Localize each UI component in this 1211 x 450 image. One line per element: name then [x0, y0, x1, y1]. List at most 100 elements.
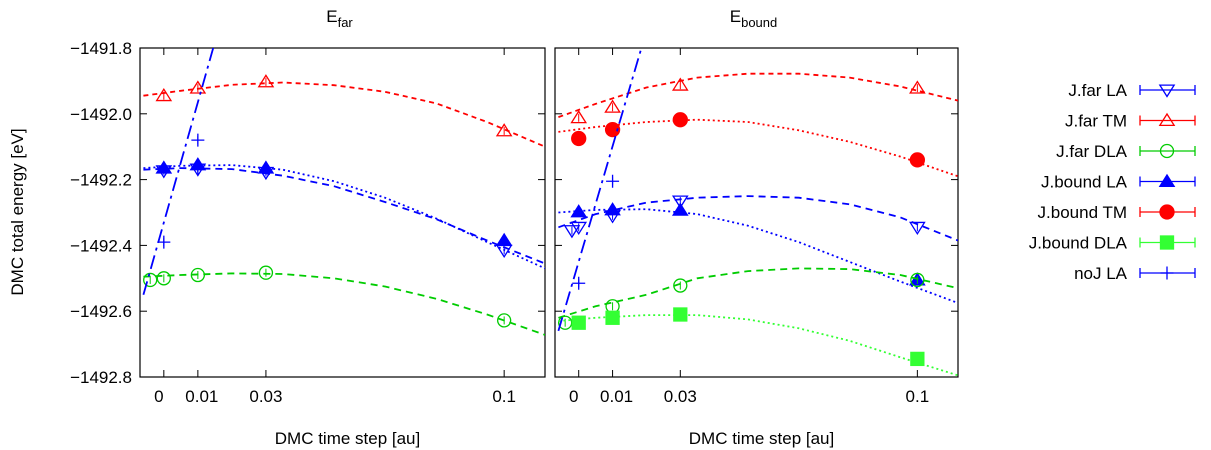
data-point-jfar_tm	[604, 99, 621, 113]
fit-curve-noj_la	[557, 48, 643, 332]
panel-1: −1491.8 −1492.0 −1492.2 −1492.4 −1492.6 −1492…	[70, 7, 546, 448]
x-tick-label: 0.1	[906, 387, 930, 406]
data-point-jbound_la	[604, 202, 621, 216]
data-point-jbound_dla	[571, 315, 586, 330]
data-point-jfar_tm	[671, 77, 689, 91]
data-point-jfar_dla	[497, 313, 512, 328]
data-point-jbound_tm	[571, 130, 587, 147]
legend: J.far LA J.far TM J.far DLA J.bound LA J.bou…	[1029, 81, 1196, 283]
legend-label: J.far DLA	[1056, 142, 1128, 161]
data-point-jbound_dla	[910, 351, 925, 367]
fit-curve-jfar_dla	[143, 272, 545, 336]
x-tick-label: 0.1	[492, 387, 516, 406]
y-tick-label: −1492.0	[70, 105, 132, 124]
data-point-jfar_dla	[673, 278, 688, 293]
legend-label: J.bound TM	[1038, 203, 1127, 222]
data-point-jfar_la	[671, 195, 689, 209]
data-point-jfar_tm	[189, 80, 207, 94]
panel-title-subscript: far	[338, 15, 354, 30]
data-point-jfar_dla	[143, 272, 158, 288]
data-point-jbound_la	[155, 160, 173, 174]
series-group	[557, 48, 958, 377]
data-point-jfar_la	[563, 225, 581, 239]
data-point-jbound_la	[570, 204, 588, 218]
data-point-jbound_tm	[909, 152, 926, 168]
panel-title-subscript: bound	[741, 15, 777, 30]
y-tick-label: −1492.2	[70, 171, 132, 190]
data-point-jfar_tm	[257, 74, 275, 88]
data-point-jbound_tm	[672, 112, 688, 128]
data-point-jbound_la	[671, 202, 689, 216]
legend-entry: J.far DLA	[1056, 142, 1196, 161]
data-point-jfar_dla	[190, 267, 206, 283]
legend-marker	[1158, 173, 1176, 188]
data-point-jfar_la	[909, 221, 926, 236]
legend-marker	[1159, 204, 1175, 220]
x-tick-label: 0	[154, 387, 163, 406]
legend-entry: J.bound DLA	[1029, 234, 1196, 253]
data-point-jfar_tm	[155, 87, 173, 102]
data-point-noj_la	[572, 276, 586, 290]
data-point-jfar_tm	[909, 80, 926, 94]
legend-label: J.bound LA	[1041, 173, 1128, 192]
legend-label: noJ LA	[1074, 264, 1128, 283]
legend-marker	[1158, 84, 1176, 98]
legend-entry: J.bound LA	[1041, 173, 1196, 192]
legend-marker	[1160, 266, 1174, 280]
fit-curve-jfar_la	[143, 167, 545, 265]
fit-curve-noj_la	[142, 48, 215, 296]
data-point-jfar_dla	[156, 271, 171, 286]
data-point-jbound_la	[257, 160, 275, 174]
chart-layer: −1491.8 −1492.0 −1492.2 −1492.4 −1492.6 −1492…	[8, 7, 959, 448]
data-point-jbound_dla	[605, 310, 620, 325]
data-point-jfar_tm	[495, 123, 513, 137]
y-axis-label: DMC total energy [eV]	[8, 128, 27, 295]
legend-marker	[1158, 112, 1176, 127]
legend-label: J.far TM	[1065, 112, 1127, 131]
data-point-noj_la	[191, 161, 205, 175]
data-point-noj_la	[606, 174, 620, 188]
x-tick-label: 0.01	[600, 387, 633, 406]
legend-marker	[1159, 235, 1175, 250]
legend-entry: J.far TM	[1065, 112, 1196, 131]
fit-curve-jbound_tm	[558, 118, 958, 178]
panel-title: Ebound	[730, 7, 778, 30]
panel-title: Efar	[326, 7, 353, 30]
data-point-jfar_la	[570, 221, 588, 236]
x-axis-label: DMC time step [au]	[275, 429, 421, 448]
fit-curve-jfar_dla	[558, 267, 958, 319]
legend-entry: J.far LA	[1068, 81, 1196, 100]
fit-curve-jfar_tm	[143, 81, 545, 148]
y-tick-label: −1492.4	[70, 236, 132, 255]
y-tick-label: −1492.8	[70, 368, 132, 387]
legend-marker	[1159, 143, 1175, 159]
y-tick-label: −1492.6	[70, 302, 132, 321]
data-point-noj_la	[157, 235, 171, 249]
data-point-jfar_dla	[910, 272, 925, 288]
data-point-jbound_dla	[673, 307, 688, 322]
x-tick-label: 0.03	[249, 387, 282, 406]
series-group	[142, 48, 545, 336]
plot-frame	[139, 47, 546, 378]
panel-2: 0 0.01 0.03 0.1 DMC time step [au] Ebound	[554, 7, 959, 448]
legend-label: J.far LA	[1068, 81, 1127, 100]
fit-curve-jbound_la	[558, 208, 958, 304]
fit-curve-jfar_la	[558, 195, 958, 242]
fit-curve-jbound_la	[143, 164, 545, 270]
plot-frame	[554, 47, 959, 378]
x-tick-label: 0	[569, 387, 578, 406]
x-axis-label: DMC time step [au]	[689, 429, 835, 448]
data-point-jbound_la	[495, 232, 513, 246]
y-tick-label: −1491.8	[70, 39, 132, 58]
legend-label: J.bound DLA	[1029, 234, 1128, 253]
data-point-jbound_tm	[604, 121, 621, 138]
legend-entry: J.bound TM	[1038, 203, 1196, 222]
data-point-jfar_dla	[258, 265, 274, 280]
data-point-noj_la	[191, 133, 205, 147]
x-tick-label: 0.01	[185, 387, 218, 406]
fit-curve-jfar_tm	[558, 72, 958, 118]
data-point-jfar_tm	[570, 110, 588, 124]
legend-entry: noJ LA	[1074, 264, 1196, 283]
x-tick-label: 0.03	[664, 387, 697, 406]
